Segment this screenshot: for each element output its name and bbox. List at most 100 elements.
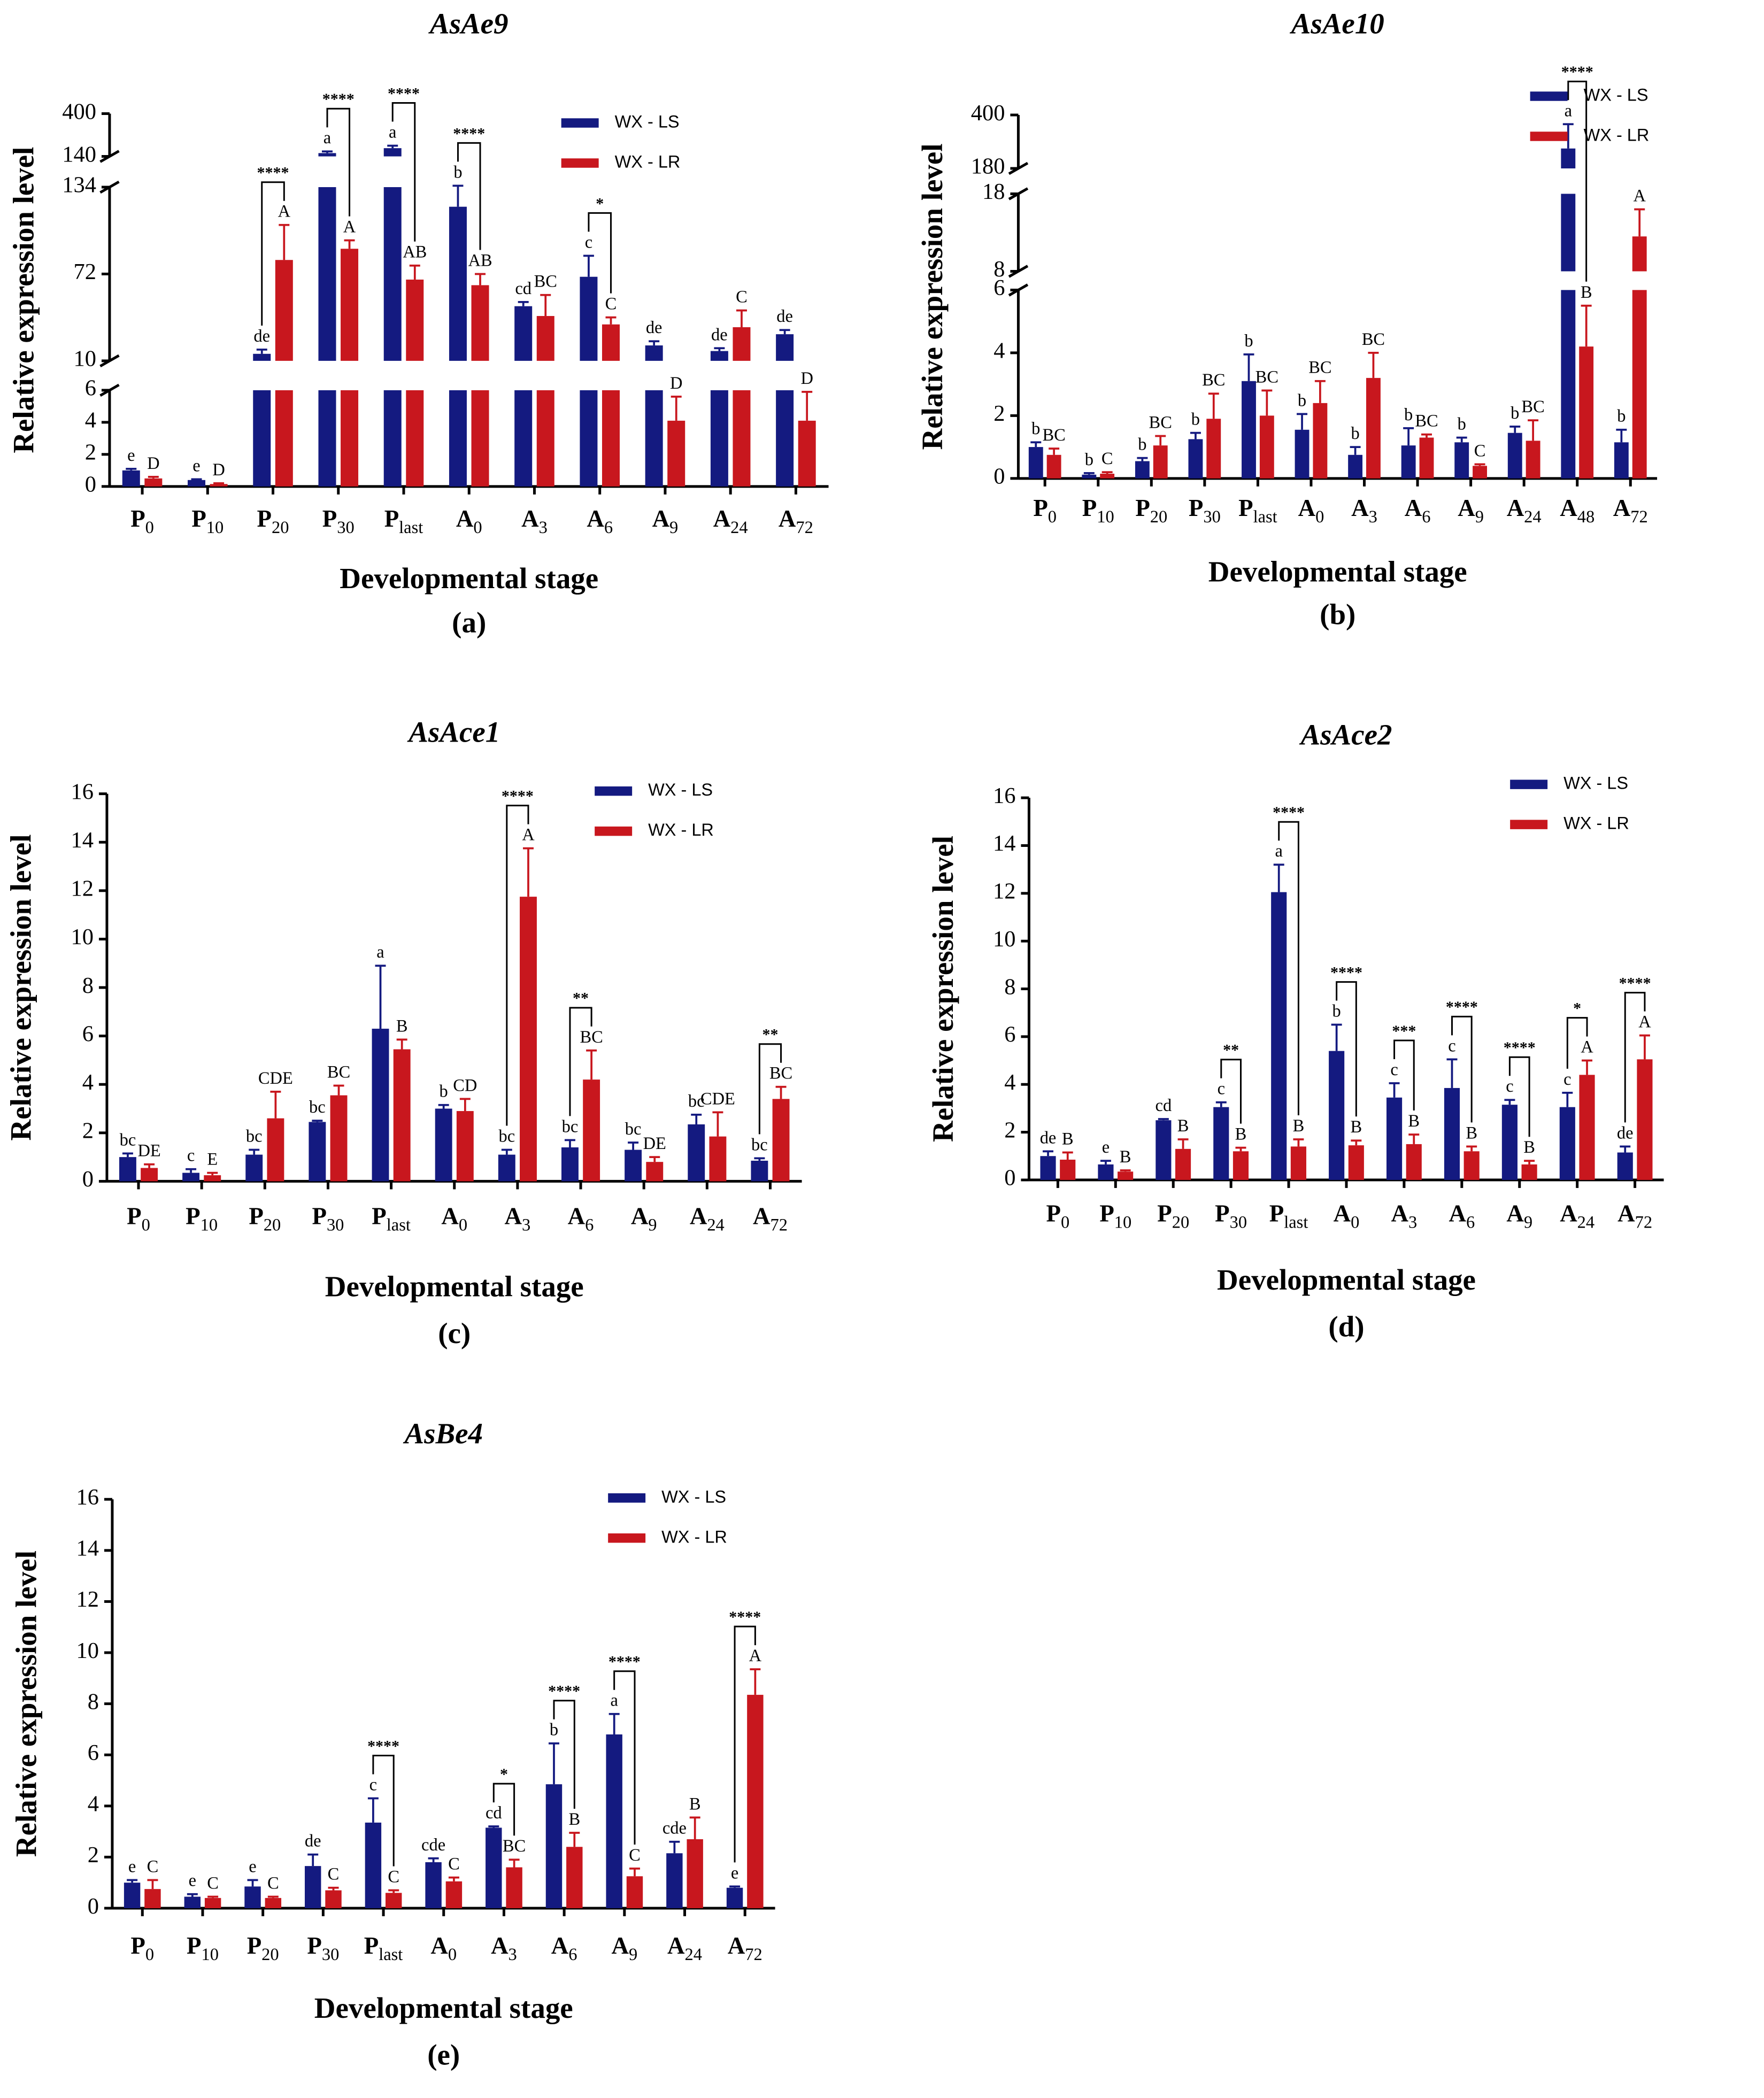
- significance-letter: a: [376, 943, 384, 962]
- significance-stars: ****: [1504, 1039, 1536, 1056]
- x-tick-label: A9: [611, 1932, 637, 1964]
- significance-letter: CDE: [700, 1089, 735, 1108]
- significance-bracket: [457, 142, 481, 250]
- significance-letter: cd: [1156, 1096, 1172, 1115]
- x-tick-label: A3: [505, 1203, 531, 1235]
- bar: [583, 1079, 600, 1182]
- bar: [406, 390, 424, 487]
- y-tick-label: 14: [76, 1536, 98, 1561]
- bar: [606, 1734, 622, 1909]
- x-tick-label: P20: [247, 1932, 279, 1964]
- bar: [1579, 1075, 1595, 1180]
- significance-bracket: [1393, 1039, 1415, 1111]
- y-tick-label: 2: [82, 1119, 94, 1144]
- x-tick-label: P30: [1215, 1200, 1247, 1232]
- significance-letter: B: [1466, 1123, 1477, 1143]
- bar: [666, 1853, 683, 1909]
- y-axis-label: Relative expression level: [5, 835, 37, 1141]
- x-tick-label: A9: [631, 1203, 657, 1235]
- significance-letter: BC: [327, 1062, 350, 1082]
- bar: [318, 153, 336, 157]
- y-tick-label: 0: [993, 464, 1005, 489]
- bar: [1614, 442, 1629, 479]
- significance-stars: ****: [1561, 63, 1593, 81]
- significance-letter: B: [1408, 1112, 1420, 1131]
- panel-label: (a): [452, 606, 486, 638]
- significance-letter: BC: [580, 1028, 603, 1047]
- x-tick-label: P10: [191, 505, 224, 537]
- significance-letter: b: [1511, 404, 1519, 423]
- x-tick-label: A9: [1458, 495, 1484, 527]
- bar: [1632, 290, 1647, 479]
- bar: [776, 390, 794, 487]
- significance-letter: B: [1177, 1116, 1189, 1136]
- bar: [1561, 194, 1576, 272]
- bar: [383, 390, 402, 487]
- x-tick-label: P30: [322, 505, 355, 537]
- significance-bracket: [553, 1700, 575, 1809]
- bar: [645, 345, 663, 361]
- y-tick-label: 8: [1004, 974, 1015, 999]
- significance-letter: a: [323, 128, 331, 148]
- y-tick-label: 4: [993, 338, 1005, 364]
- significance-letter: C: [267, 1873, 279, 1893]
- bar: [486, 1827, 502, 1909]
- significance-letter: c: [585, 233, 592, 252]
- bar: [1295, 429, 1309, 479]
- y-tick-label: 12: [71, 876, 93, 901]
- bar: [265, 1898, 282, 1909]
- significance-letter: AB: [468, 251, 492, 270]
- bar: [667, 420, 685, 487]
- bar: [726, 1887, 743, 1909]
- significance-letter: A: [1581, 1038, 1593, 1057]
- legend-label: WX - LR: [648, 820, 714, 839]
- bar: [1507, 433, 1522, 479]
- bar: [710, 390, 728, 487]
- bar: [204, 1175, 221, 1182]
- bar: [244, 1886, 261, 1909]
- bar: [1242, 381, 1256, 479]
- significance-letter: b: [1138, 435, 1146, 454]
- x-tick-label: A6: [1449, 1200, 1475, 1232]
- bar: [122, 470, 140, 487]
- significance-bracket: [391, 102, 416, 242]
- y-axis-label: Relative expression level: [916, 143, 949, 450]
- significance-stars: ****: [1446, 998, 1478, 1016]
- x-axis-label: Developmental stage: [1208, 555, 1467, 588]
- bar: [1060, 1159, 1076, 1180]
- y-tick-label: 4: [82, 1070, 94, 1095]
- significance-letter: e: [249, 1857, 256, 1876]
- significance-bracket: [261, 181, 285, 326]
- bar: [1329, 1051, 1345, 1180]
- bar: [365, 1822, 382, 1909]
- significance-letter: e: [192, 456, 200, 475]
- y-tick-label: 16: [76, 1485, 98, 1510]
- bar: [1153, 445, 1168, 479]
- x-tick-label: P10: [1099, 1200, 1131, 1232]
- x-tick-label: A0: [430, 1932, 457, 1964]
- significance-letter: cd: [515, 279, 531, 298]
- significance-letter: BC: [1042, 426, 1065, 445]
- bar: [471, 390, 489, 487]
- x-axis-label: Developmental stage: [314, 1992, 573, 2024]
- panel-label: (d): [1328, 1310, 1364, 1343]
- y-tick-label: 400: [62, 99, 96, 124]
- bar: [747, 1694, 764, 1909]
- bar: [1579, 346, 1594, 479]
- y-tick-label: 4: [1004, 1070, 1015, 1095]
- bar: [1098, 1164, 1114, 1180]
- significance-letter: B: [396, 1016, 408, 1036]
- x-tick-label: A0: [441, 1203, 467, 1235]
- significance-letter: bc: [246, 1127, 263, 1146]
- significance-letter: a: [389, 122, 396, 142]
- significance-letter: bc: [309, 1098, 326, 1117]
- bar: [275, 390, 293, 487]
- significance-letter: C: [736, 288, 748, 307]
- x-tick-label: P20: [249, 1203, 281, 1235]
- legend-label: WX - LS: [1563, 774, 1628, 793]
- x-tick-label: A48: [1560, 495, 1594, 527]
- bar: [1366, 377, 1381, 479]
- x-axis-label: Developmental stage: [1217, 1263, 1476, 1296]
- bar: [1473, 466, 1487, 479]
